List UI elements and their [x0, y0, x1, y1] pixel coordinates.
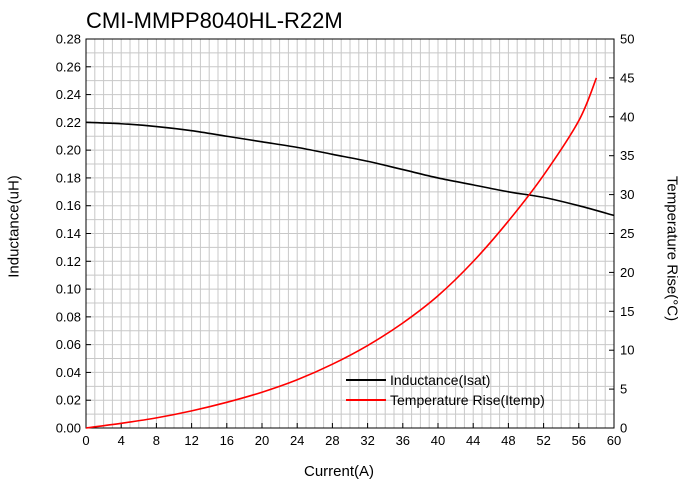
legend-label-temperature: Temperature Rise(Itemp): [390, 392, 545, 408]
x-tick-label: 24: [290, 433, 304, 448]
x-tick-label: 40: [431, 433, 445, 448]
y-tick-label: 0.04: [56, 365, 81, 380]
x-tick-label: 32: [360, 433, 374, 448]
y-tick-label: 0.28: [56, 32, 81, 47]
x-tick-label: 56: [572, 433, 586, 448]
y-tick-label: 0.12: [56, 254, 81, 269]
legend-item-inductance: Inductance(Isat): [346, 370, 545, 390]
x-tick-label: 52: [536, 433, 550, 448]
y2-tick-label: 45: [620, 70, 634, 85]
chart-title: CMI-MMPP8040HL-R22M: [86, 8, 343, 33]
x-tick-labels: 0 4 8 12 16 20 24 28 32 36 40 44 48 52 56 60: [82, 433, 621, 448]
y2-tick-label: 30: [620, 187, 634, 202]
legend-swatch-temperature: [346, 399, 386, 401]
y-tick-label: 0.20: [56, 143, 81, 158]
y2-tick-label: 15: [620, 304, 634, 319]
y-axis-label: Inductance(uH): [5, 175, 23, 278]
y-tick-label: 0.00: [56, 421, 81, 436]
x-axis-label: Current(A): [303, 463, 374, 480]
y2-tick-label: 25: [620, 226, 634, 241]
x-tick-label: 36: [396, 433, 410, 448]
x-tick-label: 60: [607, 433, 621, 448]
inductance-series-line: [85, 121, 615, 217]
y-tick-label: 0.02: [56, 393, 81, 408]
y2-axis-label: Temperature Rise(°C): [663, 175, 678, 322]
x-tick-label: 44: [466, 433, 480, 448]
x-tick-label: 4: [118, 433, 125, 448]
y2-tick-label: 50: [620, 32, 634, 47]
y-tick-label: 0.16: [56, 198, 81, 213]
y-tick-label: 0.06: [56, 337, 81, 352]
y-tick-label: 0.22: [56, 115, 81, 130]
y2-tick-label: 0: [620, 421, 627, 436]
y-tick-label: 0.26: [56, 59, 81, 74]
y-tick-label: 0.24: [56, 87, 81, 102]
y2-tick-label: 40: [620, 109, 634, 124]
x-tick-label: 0: [82, 433, 89, 448]
y-tick-labels: 0.00 0.02 0.04 0.06 0.08 0.10 0.12 0.14 0.16 0.18…: [56, 32, 81, 436]
y-tick-label: 0.08: [56, 309, 81, 324]
y-tick-label: 0.18: [56, 170, 81, 185]
x-tick-label: 16: [220, 433, 234, 448]
x-tick-label: 28: [325, 433, 339, 448]
series-lines: [85, 77, 615, 429]
legend-item-temperature: Temperature Rise(Itemp): [346, 390, 545, 410]
x-tick-label: 12: [184, 433, 198, 448]
y-tick-label: 0.10: [56, 282, 81, 297]
legend-swatch-inductance: [346, 379, 386, 381]
legend-label-inductance: Inductance(Isat): [390, 372, 491, 388]
y2-tick-label: 5: [620, 382, 627, 397]
y2-tick-label: 35: [620, 148, 634, 163]
x-tick-label: 20: [255, 433, 269, 448]
x-tick-label: 48: [501, 433, 515, 448]
y2-tick-label: 10: [620, 343, 634, 358]
y-tick-label: 0.14: [56, 226, 81, 241]
x-tick-label: 8: [153, 433, 160, 448]
temperature-rise-series-line: [85, 77, 598, 429]
legend: Inductance(Isat) Temperature Rise(Itemp): [346, 370, 545, 410]
y2-tick-labels: 0 5 10 15 20 25 30 35 40 45 50: [620, 32, 634, 436]
y2-tick-label: 20: [620, 265, 634, 280]
